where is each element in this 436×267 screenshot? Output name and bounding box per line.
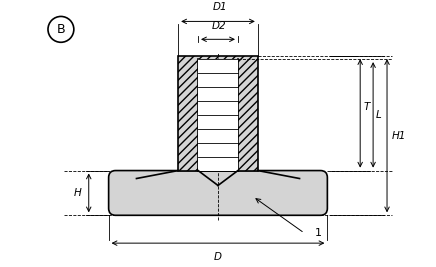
- Bar: [178, 56, 258, 171]
- Text: L: L: [376, 110, 382, 120]
- FancyBboxPatch shape: [109, 171, 327, 215]
- Text: 1: 1: [314, 228, 321, 238]
- Bar: [178, 56, 258, 171]
- Text: H: H: [74, 188, 82, 198]
- Text: D: D: [214, 252, 222, 262]
- Bar: [198, 59, 238, 171]
- Text: T: T: [363, 103, 370, 112]
- Text: D1: D1: [213, 2, 227, 13]
- Text: B: B: [57, 23, 65, 36]
- Text: D2: D2: [212, 21, 226, 31]
- Text: H1: H1: [392, 131, 406, 141]
